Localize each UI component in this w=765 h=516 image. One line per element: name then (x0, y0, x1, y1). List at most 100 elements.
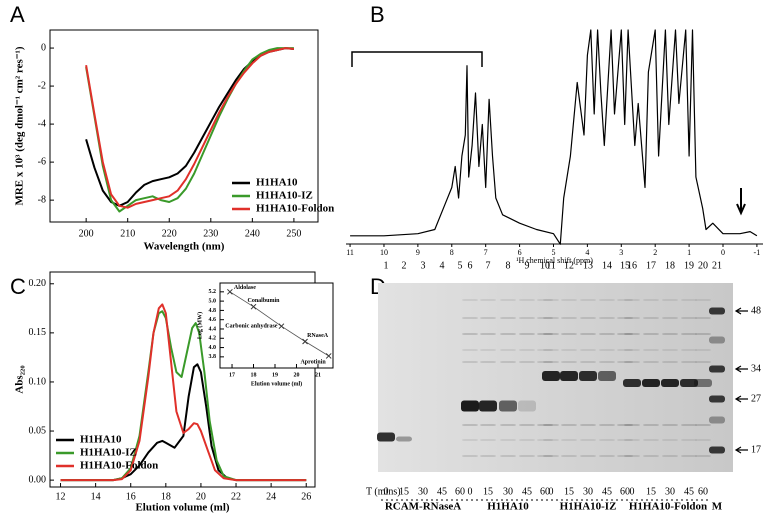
gel-band (624, 361, 640, 363)
y-tick-label: -2 (38, 80, 46, 91)
gel-band (695, 455, 711, 457)
legend-label: H1HA10-IZ (80, 447, 137, 459)
time-value: 45 (602, 486, 612, 497)
gel-band (643, 317, 659, 319)
gel-band (662, 424, 678, 426)
x-tick-label: 7 (484, 248, 488, 257)
x-tick-label: 220 (162, 228, 177, 239)
lane-number: 1 (384, 260, 389, 271)
gel-band (617, 333, 633, 335)
lane-number: 11 (546, 260, 556, 271)
gel-band (537, 424, 553, 426)
time-value: 0 (630, 486, 635, 497)
legend-label: H1HA10-IZ (256, 190, 313, 202)
x-tick-label: 3 (619, 248, 623, 257)
data-line (60, 303, 307, 482)
legend-label: H1HA10-Foldon (256, 203, 334, 215)
gel-band (537, 439, 553, 441)
x-tick-label: 18 (161, 491, 171, 502)
gel-band (643, 361, 659, 363)
gel-band (662, 361, 678, 363)
gel-band (709, 307, 725, 315)
x-tick-label: 20 (293, 372, 299, 378)
gel-band (617, 349, 633, 351)
gel-band (480, 333, 496, 335)
y-tick-label: 0.00 (29, 474, 47, 485)
gel-band (542, 371, 560, 381)
gel-band (599, 361, 615, 363)
gel-band (617, 361, 633, 363)
gel-band (561, 333, 577, 335)
gel-band (543, 439, 559, 441)
gel-bands (377, 299, 725, 457)
x-tick-label: -1 (754, 248, 761, 257)
gel-band (661, 379, 679, 387)
lane-number: 9 (525, 260, 530, 271)
gel-band (617, 439, 633, 441)
gel-band (543, 333, 559, 335)
gel-band (642, 379, 660, 387)
time-value: 45 (522, 486, 532, 497)
gel-band (681, 361, 697, 363)
time-value: 15 (564, 486, 574, 497)
gel-band (598, 371, 616, 381)
y-axis-label: Log (MW) (196, 312, 203, 339)
time-value: 30 (503, 486, 513, 497)
gel-band (599, 439, 615, 441)
gel-band (537, 317, 553, 319)
x-tick-label: 20 (196, 491, 206, 502)
y-tick-label: 4.6 (209, 317, 217, 323)
y-tick-label: 0.05 (29, 425, 47, 436)
x-tick-label: 5 (551, 248, 555, 257)
gel-band (624, 299, 640, 301)
gel-band (561, 361, 577, 363)
gel-band (462, 455, 478, 457)
calibration-point (325, 353, 332, 359)
gel-band (518, 400, 536, 412)
x-axis-label: Elution volume (ml) (251, 380, 302, 387)
data-line (85, 47, 295, 209)
gel-band (537, 361, 553, 363)
group-label: H1HA10-Foldon (629, 501, 707, 513)
gel-band (462, 361, 478, 363)
gel-band (695, 439, 711, 441)
x-axis-label: Wavelength (nm) (144, 241, 225, 253)
x-tick-label: 210 (120, 228, 135, 239)
gel-band (624, 424, 640, 426)
panel-label: A (10, 2, 25, 27)
gel-band (480, 424, 496, 426)
marker-arrow (734, 365, 748, 373)
x-tick-label: 18 (251, 372, 257, 378)
gel-band (461, 400, 479, 412)
gel-band (643, 424, 659, 426)
lane-number: 18 (665, 260, 675, 271)
marker-size: 34 (751, 363, 761, 374)
x-tick-label: 14 (91, 491, 101, 502)
x-tick-label: 1 (687, 248, 691, 257)
x-tick-label: 8 (450, 248, 454, 257)
time-value: 30 (418, 486, 428, 497)
lane-number: 6 (468, 260, 473, 271)
gel-band (500, 439, 516, 441)
gel-band (643, 299, 659, 301)
x-tick-label: 22 (231, 491, 241, 502)
lane-number: 16 (627, 260, 637, 271)
x-tick-label: 21 (315, 372, 321, 378)
legend-label: H1HA10-Foldon (80, 460, 158, 472)
lane-number: 4 (440, 260, 445, 271)
gel-band (681, 439, 697, 441)
time-value: 60 (620, 486, 630, 497)
gel-band (519, 349, 535, 351)
gel-band (695, 349, 711, 351)
time-value: 60 (455, 486, 465, 497)
gel-band (599, 424, 615, 426)
gel-band (681, 299, 697, 301)
gel-band (694, 379, 712, 387)
gel-band (561, 299, 577, 301)
time-value: 60 (540, 486, 550, 497)
gel-band (462, 349, 478, 351)
group-label: RCAM-RNaseA (385, 501, 461, 513)
plot-frame (49, 271, 316, 488)
x-tick-label: 17 (229, 372, 235, 378)
gel-band (537, 299, 553, 301)
